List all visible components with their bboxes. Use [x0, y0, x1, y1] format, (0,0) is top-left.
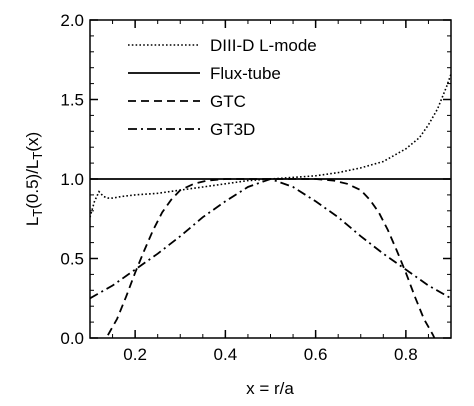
legend-label-flux-tube: Flux-tube — [210, 64, 281, 83]
legend-label-diii-d-l-mode: DIII-D L-mode — [210, 36, 317, 55]
x-tick-label: 0.8 — [394, 345, 418, 364]
y-tick-label: 1.0 — [60, 170, 84, 189]
series-line-gtc — [105, 178, 436, 338]
x-tick-label: 0.4 — [214, 345, 238, 364]
legend-label-gt3d: GT3D — [210, 120, 255, 139]
y-axis-label-end: (x) — [23, 132, 42, 152]
y-axis-label-sub1: T — [30, 209, 45, 217]
y-axis-label-main: L — [23, 217, 42, 226]
y-axis-label: LT(0.5)/LT(x) — [23, 132, 45, 226]
legend: DIII-D L-mode Flux-tube GTC GT3D — [128, 36, 317, 139]
x-tick-label: 0.2 — [123, 345, 147, 364]
series-line-diii-d-l-mode — [90, 73, 451, 218]
y-tick-label: 1.5 — [60, 91, 84, 110]
tick-group: 0.2 0.4 0.6 0.8 0.0 0.5 1.0 1.5 2.0 — [60, 11, 452, 364]
y-tick-label: 2.0 — [60, 11, 84, 30]
y-tick-label: 0.5 — [60, 250, 84, 269]
y-tick-label: 0.0 — [60, 329, 84, 348]
series-line-gt3d — [90, 178, 451, 300]
x-axis-label: x = r/a — [246, 379, 294, 398]
y-axis-label-mid: (0.5)/L — [23, 160, 42, 209]
legend-label-gtc: GTC — [210, 92, 246, 111]
y-axis-label-sub2: T — [30, 152, 45, 160]
series-group — [90, 73, 451, 338]
x-tick-label: 0.6 — [304, 345, 328, 364]
